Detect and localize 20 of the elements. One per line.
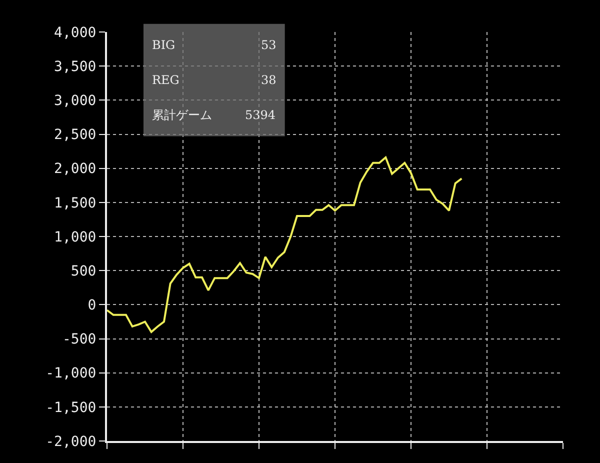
annotation: BIG xyxy=(152,38,176,52)
y-tick-label: 500 xyxy=(70,263,96,280)
y-tick-label: 1,000 xyxy=(54,229,96,246)
y-tick-label: -1,000 xyxy=(46,366,96,382)
y-tick-label: 3,000 xyxy=(54,93,96,110)
y-tick-label: -1,500 xyxy=(46,400,96,416)
y-tick-label: 0 xyxy=(88,298,96,314)
y-tick-label: -2,000 xyxy=(46,434,96,450)
annotation: 累計ゲーム xyxy=(152,108,212,122)
y-tick-label: 1,500 xyxy=(54,195,96,212)
y-tick-label: 4,000 xyxy=(54,24,96,41)
y-tick-label: -500 xyxy=(62,332,96,348)
y-tick-label: 3,500 xyxy=(54,58,96,75)
y-tick-label: 2,500 xyxy=(54,127,96,144)
annotation: REG xyxy=(152,73,180,87)
annotation: 5394 xyxy=(245,108,276,122)
line-series xyxy=(107,156,463,333)
annotation: 38 xyxy=(261,73,276,87)
annotation: 53 xyxy=(261,38,276,52)
y-tick-label: 2,000 xyxy=(54,161,96,178)
